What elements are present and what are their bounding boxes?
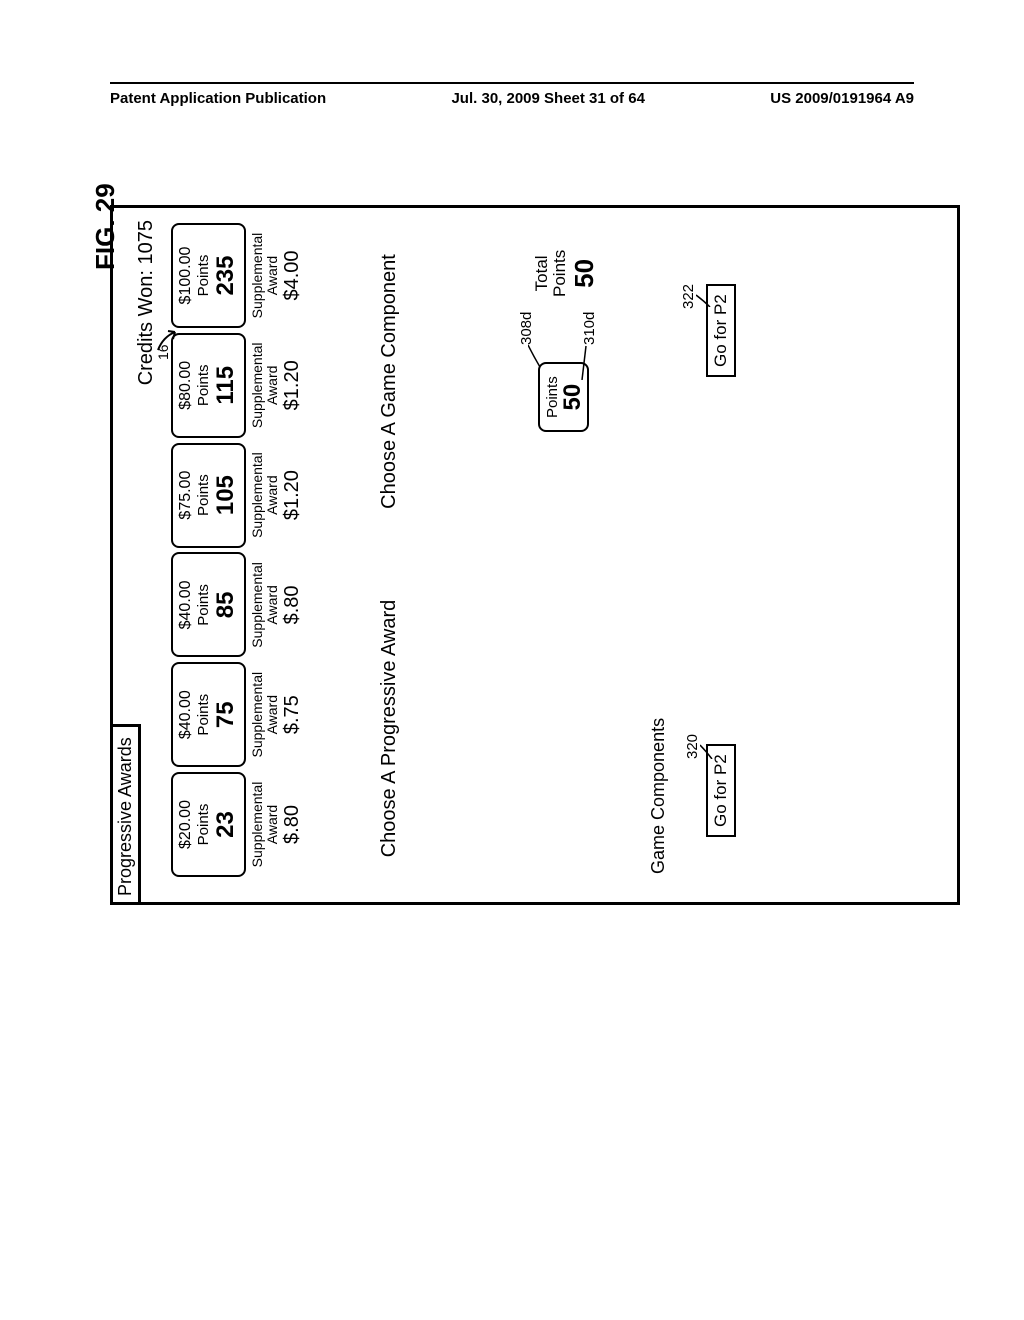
ref-320: 320 bbox=[684, 734, 701, 759]
supplemental-block: Supplemental Award $.75 bbox=[250, 662, 303, 767]
ref-322: 322 bbox=[680, 284, 697, 309]
award-box[interactable]: $20.00 Points 23 bbox=[171, 772, 246, 877]
total-label2: Points bbox=[551, 250, 569, 297]
award-points-label: Points bbox=[195, 447, 212, 544]
credits-won: Credits Won: 1075 bbox=[135, 220, 158, 385]
prompt-progressive: Choose A Progressive Award bbox=[378, 555, 401, 902]
header-right: US 2009/0191964 A9 bbox=[770, 90, 914, 107]
supp-label1: Supplemental bbox=[250, 662, 265, 767]
ref-308d: 308d bbox=[518, 312, 535, 345]
points-box-value: 50 bbox=[561, 376, 585, 418]
supp-label1: Supplemental bbox=[250, 443, 265, 548]
supp-label2: Award bbox=[265, 333, 280, 438]
award-box[interactable]: $40.00 Points 85 bbox=[171, 552, 246, 657]
total-value: 50 bbox=[569, 250, 600, 297]
award-amount: $80.00 bbox=[177, 337, 195, 434]
award-points-label: Points bbox=[195, 776, 212, 873]
award-cell: $80.00 Points 115 Supplemental Award $1.… bbox=[171, 333, 303, 438]
supp-value: $1.20 bbox=[281, 443, 303, 548]
supp-value: $4.00 bbox=[281, 223, 303, 328]
award-cell: $20.00 Points 23 Supplemental Award $.80 bbox=[171, 772, 303, 877]
progressive-awards-panel: Progressive Awards Credits Won: 1075 $20… bbox=[110, 205, 960, 905]
award-amount: $100.00 bbox=[177, 227, 195, 324]
supp-label1: Supplemental bbox=[250, 333, 265, 438]
award-points: 235 bbox=[212, 227, 240, 324]
header-left: Patent Application Publication bbox=[110, 90, 326, 107]
prompt-component: Choose A Game Component bbox=[378, 208, 401, 555]
supplemental-block: Supplemental Award $1.20 bbox=[250, 443, 303, 548]
award-cell: $40.00 Points 85 Supplemental Award $.80 bbox=[171, 552, 303, 657]
award-amount: $75.00 bbox=[177, 447, 195, 544]
prompt-row: Choose A Progressive Award Choose A Game… bbox=[378, 208, 401, 902]
ref-310d: 310d bbox=[581, 312, 598, 345]
award-points: 115 bbox=[212, 337, 240, 434]
total-points-box: Total Points 50 bbox=[533, 250, 600, 297]
award-cell: $100.00 Points 235 Supplemental Award $4… bbox=[171, 223, 303, 328]
supplemental-block: Supplemental Award $.80 bbox=[250, 772, 303, 877]
total-label1: Total bbox=[533, 250, 551, 297]
supp-label1: Supplemental bbox=[250, 223, 265, 328]
lead-line-icon bbox=[578, 344, 592, 380]
supp-label2: Award bbox=[265, 662, 280, 767]
header-center: Jul. 30, 2009 Sheet 31 of 64 bbox=[451, 90, 644, 107]
award-points: 85 bbox=[212, 556, 240, 653]
award-points-label: Points bbox=[195, 666, 212, 763]
supp-value: $.75 bbox=[281, 662, 303, 767]
page: Patent Application Publication Jul. 30, … bbox=[0, 0, 1024, 1320]
award-cell: $75.00 Points 105 Supplemental Award $1.… bbox=[171, 443, 303, 548]
award-points-label: Points bbox=[195, 556, 212, 653]
credits-label: Credits Won: bbox=[135, 270, 157, 385]
supp-label1: Supplemental bbox=[250, 552, 265, 657]
lead-line-icon bbox=[700, 739, 716, 759]
award-points-label: Points bbox=[195, 227, 212, 324]
award-amount: $20.00 bbox=[177, 776, 195, 873]
panel-title: Progressive Awards bbox=[110, 724, 141, 905]
lead-line-icon bbox=[696, 287, 714, 307]
figure-block: FIG. 29 16 Progressive Awards Credits Wo… bbox=[125, 130, 895, 1130]
award-box[interactable]: $75.00 Points 105 bbox=[171, 443, 246, 548]
supp-label2: Award bbox=[265, 552, 280, 657]
supplemental-block: Supplemental Award $.80 bbox=[250, 552, 303, 657]
supp-value: $.80 bbox=[281, 552, 303, 657]
award-points: 75 bbox=[212, 666, 240, 763]
supp-value: $1.20 bbox=[281, 333, 303, 438]
credits-value: 1075 bbox=[135, 220, 157, 265]
award-amount: $40.00 bbox=[177, 666, 195, 763]
game-components-title: Game Components bbox=[648, 718, 669, 874]
award-points: 105 bbox=[212, 447, 240, 544]
award-box[interactable]: $100.00 Points 235 bbox=[171, 223, 246, 328]
supp-label2: Award bbox=[265, 223, 280, 328]
award-points-label: Points bbox=[195, 337, 212, 434]
supp-label2: Award bbox=[265, 443, 280, 548]
supp-label1: Supplemental bbox=[250, 772, 265, 877]
supp-value: $.80 bbox=[281, 772, 303, 877]
supplemental-block: Supplemental Award $1.20 bbox=[250, 333, 303, 438]
supp-label2: Award bbox=[265, 772, 280, 877]
award-points: 23 bbox=[212, 776, 240, 873]
page-header: Patent Application Publication Jul. 30, … bbox=[110, 82, 914, 107]
lead-line-icon bbox=[528, 343, 542, 367]
award-cell: $40.00 Points 75 Supplemental Award $.75 bbox=[171, 662, 303, 767]
award-amount: $40.00 bbox=[177, 556, 195, 653]
award-box[interactable]: $80.00 Points 115 bbox=[171, 333, 246, 438]
award-box[interactable]: $40.00 Points 75 bbox=[171, 662, 246, 767]
supplemental-block: Supplemental Award $4.00 bbox=[250, 223, 303, 328]
awards-row: $20.00 Points 23 Supplemental Award $.80… bbox=[171, 223, 303, 877]
